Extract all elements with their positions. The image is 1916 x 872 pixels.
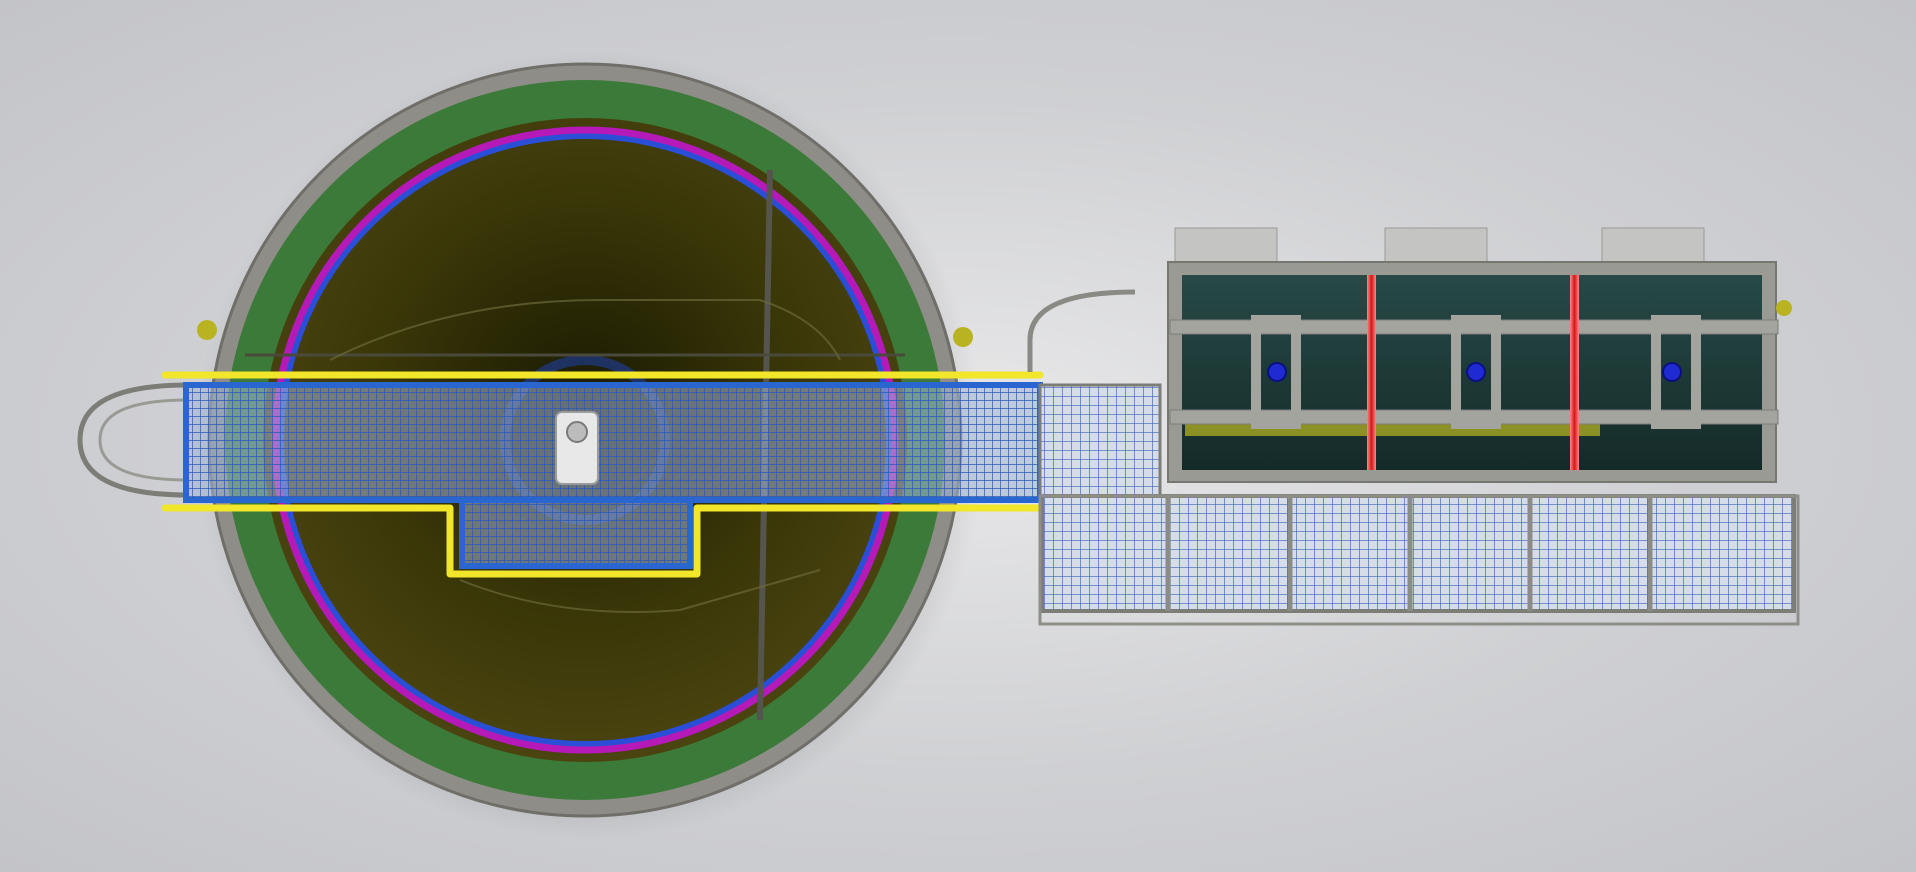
divider-red-2 xyxy=(1570,275,1579,470)
center-drive xyxy=(555,411,599,485)
walkway-extension xyxy=(459,497,693,569)
rectangular-basin xyxy=(1027,227,1800,626)
ladder-cage-left-inner xyxy=(98,398,189,482)
basin-nozzle-right xyxy=(1776,300,1792,316)
basin-frame-2 xyxy=(1451,315,1501,429)
pump-motor-2-icon xyxy=(1466,362,1486,382)
drive-motor-icon xyxy=(566,421,588,443)
ladder-cage-right xyxy=(1027,289,1136,372)
pump-motor-3-icon xyxy=(1662,362,1682,382)
basin-frame-3 xyxy=(1651,315,1701,429)
underwater-structure-2 xyxy=(459,569,821,613)
divider-red-1 xyxy=(1367,275,1376,470)
platform-handrail xyxy=(1038,494,1800,626)
underwater-structure xyxy=(329,299,841,361)
handrail-bottom-notch xyxy=(445,504,1040,578)
connector-walkway xyxy=(1038,383,1162,499)
ladder-cage-left xyxy=(77,382,189,498)
walkway-deck xyxy=(183,382,1043,503)
rim-nozzle-right xyxy=(953,327,973,347)
basin-frame-1 xyxy=(1251,315,1301,429)
pump-motor-1-icon xyxy=(1267,362,1287,382)
bridge-walkway xyxy=(77,371,1044,578)
grated-platform xyxy=(1040,494,1796,613)
rim-nozzle-left xyxy=(197,320,217,340)
